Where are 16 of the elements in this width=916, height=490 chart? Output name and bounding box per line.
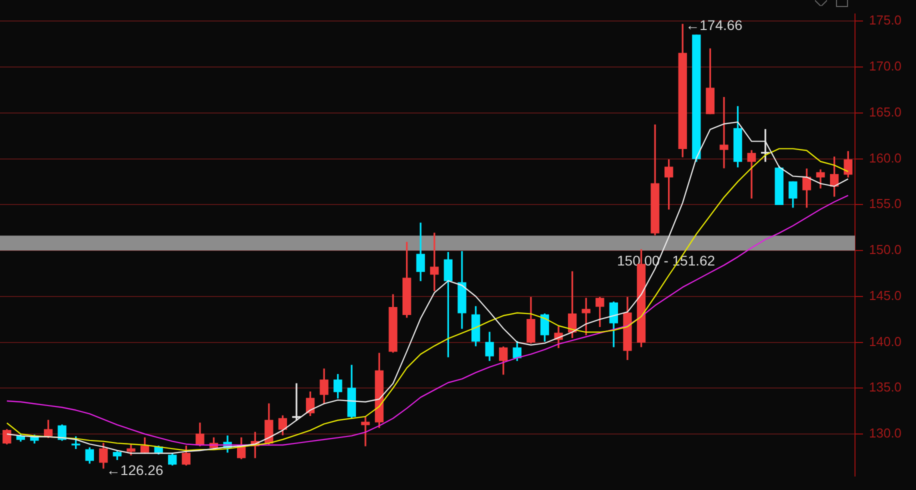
y-tick-label: 135.0 — [869, 380, 902, 395]
annotation: ←126.26 — [106, 462, 164, 478]
y-tick-label: 155.0 — [869, 196, 902, 212]
y-tick-label: 130.0 — [869, 426, 902, 441]
y-tick-label: 170.0 — [869, 58, 902, 74]
candlestick — [720, 96, 728, 168]
y-tick-label: 160.0 — [869, 150, 902, 166]
y-tick-label: 140.0 — [869, 334, 902, 349]
y-tick-label: 145.0 — [869, 288, 902, 303]
candlestick — [361, 416, 370, 446]
y-tick-label: 150.0 — [869, 242, 902, 258]
candlestick — [292, 383, 301, 421]
y-tick-label: 165.0 — [869, 104, 902, 120]
y-tick-label: 175.0 — [869, 12, 902, 28]
annotation: ←174.66 — [686, 17, 743, 34]
candlestick — [747, 150, 756, 199]
